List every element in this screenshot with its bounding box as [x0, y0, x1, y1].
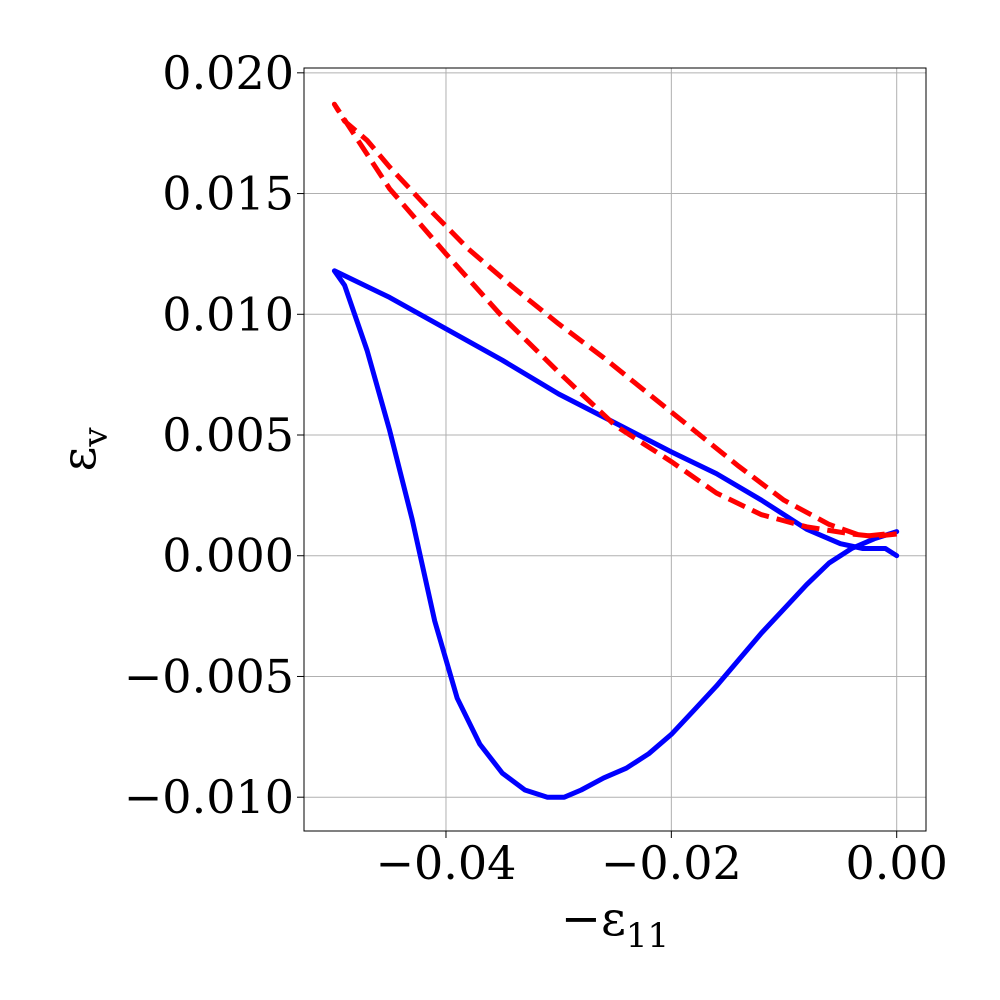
- y-tick-label: −0.010: [124, 770, 294, 824]
- y-axis-label-main: ε: [51, 447, 107, 472]
- y-tick-label: 0.005: [162, 408, 294, 462]
- y-axis-label: εv: [51, 427, 116, 472]
- x-axis-label: −ε11: [561, 891, 669, 956]
- x-tick-label: 0.00: [845, 836, 947, 890]
- series-layer: [331, 101, 900, 800]
- plot-frame: [303, 67, 927, 832]
- x-tick-label: −0.02: [601, 836, 742, 890]
- tick-marks: [297, 72, 898, 838]
- y-tick-label: 0.015: [162, 167, 294, 221]
- series-line-1: [331, 268, 900, 800]
- y-axis-label-sub: v: [76, 427, 116, 448]
- y-tick-label: −0.005: [124, 649, 294, 703]
- y-tick-label: 0.010: [162, 287, 294, 341]
- grid: [304, 68, 926, 831]
- tick-labels: −0.04 −0.02 0.00 −0.010 −0.005 0.000 0.005 0.01…: [124, 46, 948, 890]
- x-tick-label: −0.04: [375, 836, 516, 890]
- x-axis-label-main: −ε: [561, 891, 626, 947]
- series-line-2: [331, 101, 897, 539]
- y-tick-label: 0.020: [162, 46, 294, 100]
- x-axis-label-sub: 11: [626, 916, 669, 956]
- y-tick-label: 0.000: [162, 529, 294, 583]
